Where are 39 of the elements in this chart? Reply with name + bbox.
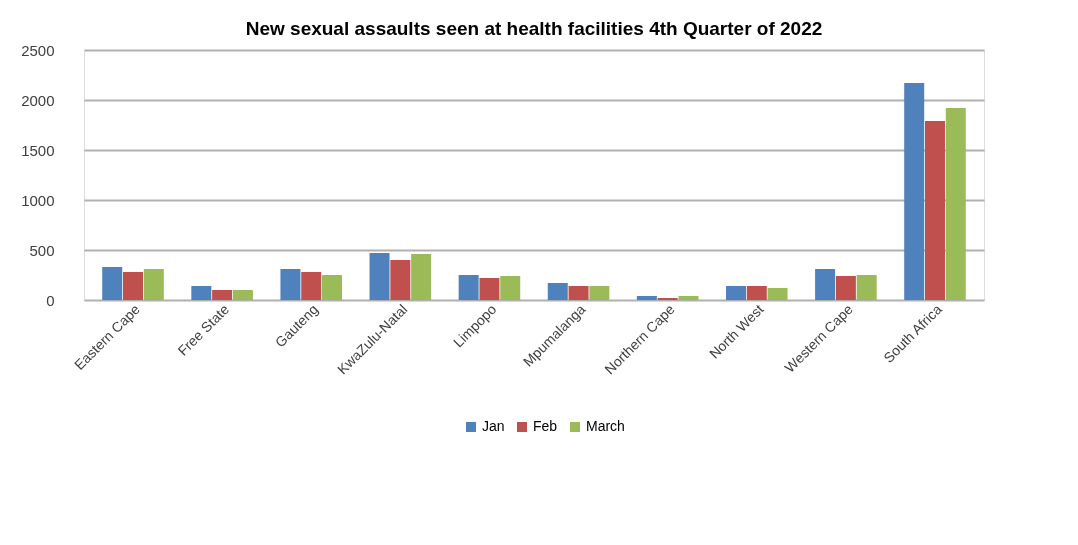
bar (636, 296, 657, 300)
bar (212, 290, 233, 300)
bar (322, 275, 343, 300)
y-tick-label: 1500 (21, 141, 55, 159)
bar (547, 283, 568, 300)
bar (232, 290, 253, 300)
y-tick-label: 0 (46, 291, 55, 309)
bar (678, 296, 699, 300)
bar (411, 254, 432, 300)
y-tick-label: 2500 (21, 41, 55, 59)
legend-label: March (586, 418, 625, 434)
bar (835, 276, 856, 300)
bar (904, 83, 925, 300)
bar (458, 275, 479, 300)
bar (280, 269, 301, 300)
y-tick-label: 500 (29, 241, 55, 259)
bar (856, 275, 877, 300)
bar (500, 276, 521, 300)
bar (390, 260, 411, 300)
bar (191, 286, 212, 300)
chart-title: New sexual assaults seen at health facilities 4th Quarter of 2022 (245, 18, 823, 39)
bar (123, 272, 144, 300)
bar (369, 253, 390, 300)
bar (479, 278, 500, 300)
bar (725, 286, 746, 300)
bar (945, 108, 966, 300)
legend-label: Feb (533, 418, 558, 434)
bar (767, 288, 788, 300)
bar (815, 269, 836, 300)
y-tick-label: 1000 (21, 191, 55, 209)
bar (924, 121, 945, 300)
bar (589, 286, 610, 300)
y-tick-label: 2000 (21, 91, 55, 109)
legend-label: Jan (482, 418, 505, 434)
bar (301, 272, 322, 300)
bar (102, 267, 123, 300)
bar (568, 286, 589, 300)
bar (746, 286, 767, 300)
bar (143, 269, 164, 300)
